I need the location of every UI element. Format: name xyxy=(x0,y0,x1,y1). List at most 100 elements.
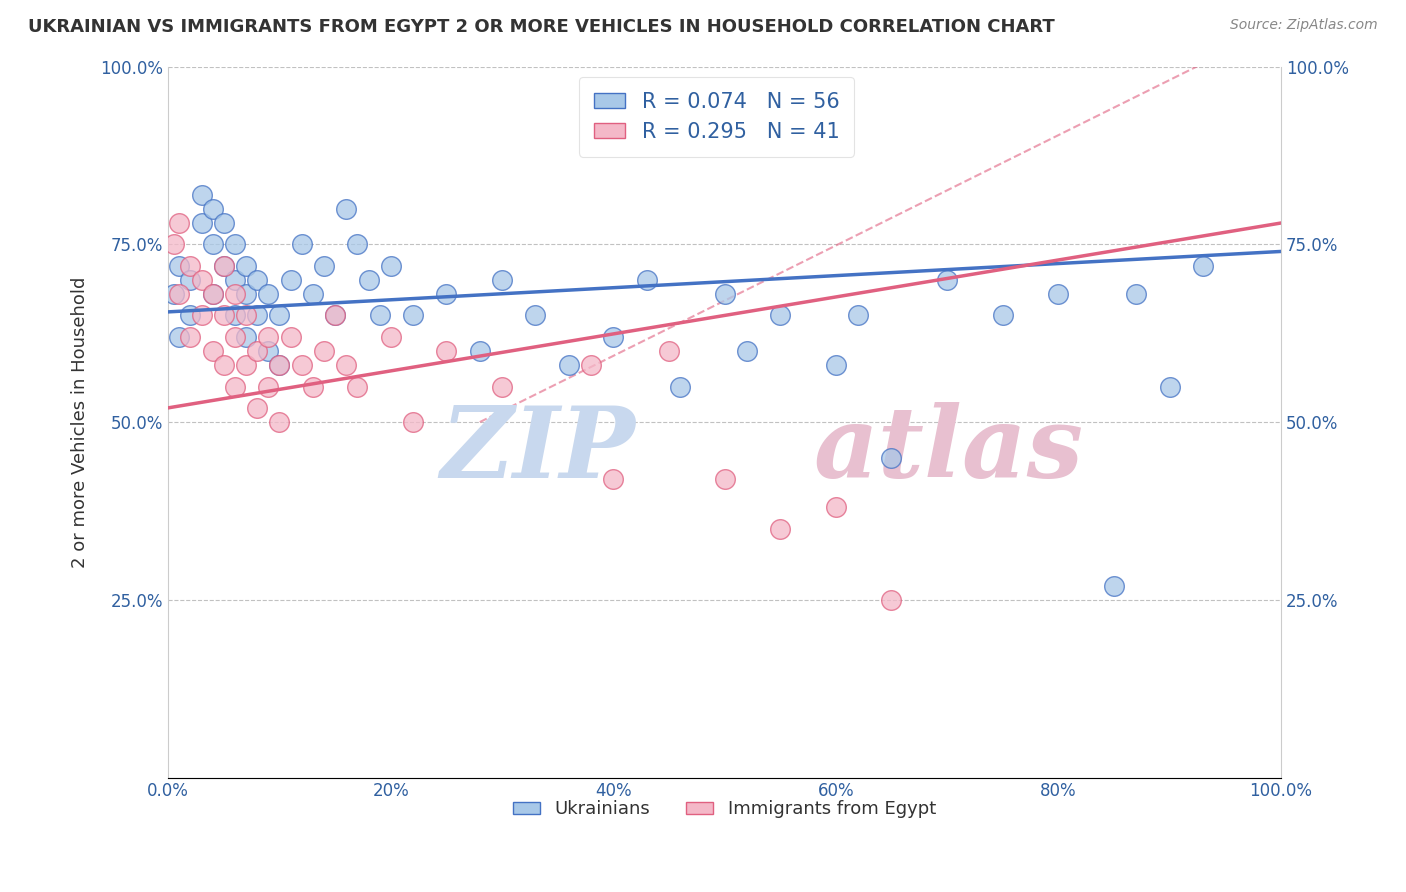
Point xyxy=(558,358,581,372)
Legend: Ukrainians, Immigrants from Egypt: Ukrainians, Immigrants from Egypt xyxy=(506,793,943,825)
Point xyxy=(380,259,402,273)
Point xyxy=(658,343,681,358)
Point xyxy=(346,379,368,393)
Point xyxy=(434,287,457,301)
Point xyxy=(579,358,602,372)
Point xyxy=(246,309,269,323)
Point xyxy=(1102,579,1125,593)
Point xyxy=(735,343,758,358)
Point xyxy=(1159,379,1181,393)
Point xyxy=(163,237,186,252)
Point xyxy=(402,309,425,323)
Point xyxy=(212,309,235,323)
Point xyxy=(280,330,302,344)
Point xyxy=(291,358,314,372)
Point xyxy=(190,187,212,202)
Point xyxy=(235,358,257,372)
Point xyxy=(280,273,302,287)
Point xyxy=(380,330,402,344)
Point xyxy=(212,216,235,230)
Point xyxy=(1047,287,1070,301)
Point xyxy=(201,202,224,216)
Point xyxy=(312,259,335,273)
Point xyxy=(346,237,368,252)
Point xyxy=(179,330,201,344)
Point xyxy=(846,309,869,323)
Y-axis label: 2 or more Vehicles in Household: 2 or more Vehicles in Household xyxy=(72,277,89,568)
Point xyxy=(201,287,224,301)
Point xyxy=(201,343,224,358)
Point xyxy=(491,379,513,393)
Point xyxy=(302,379,325,393)
Point xyxy=(169,330,191,344)
Point xyxy=(212,358,235,372)
Point xyxy=(936,273,959,287)
Point xyxy=(769,522,792,536)
Point xyxy=(269,309,291,323)
Point xyxy=(335,358,357,372)
Point xyxy=(169,287,191,301)
Point xyxy=(269,358,291,372)
Point xyxy=(235,309,257,323)
Point xyxy=(335,202,357,216)
Point xyxy=(201,287,224,301)
Text: ZIP: ZIP xyxy=(440,402,636,499)
Text: Source: ZipAtlas.com: Source: ZipAtlas.com xyxy=(1230,18,1378,32)
Point xyxy=(235,330,257,344)
Point xyxy=(636,273,658,287)
Point xyxy=(357,273,380,287)
Point xyxy=(257,343,280,358)
Point xyxy=(402,415,425,429)
Point xyxy=(880,592,903,607)
Point xyxy=(491,273,513,287)
Point xyxy=(224,309,246,323)
Point xyxy=(212,259,235,273)
Point xyxy=(257,330,280,344)
Point xyxy=(190,216,212,230)
Text: UKRAINIAN VS IMMIGRANTS FROM EGYPT 2 OR MORE VEHICLES IN HOUSEHOLD CORRELATION C: UKRAINIAN VS IMMIGRANTS FROM EGYPT 2 OR … xyxy=(28,18,1054,36)
Point xyxy=(713,287,735,301)
Point xyxy=(291,237,314,252)
Point xyxy=(190,273,212,287)
Point xyxy=(1192,259,1215,273)
Point xyxy=(169,259,191,273)
Point xyxy=(669,379,692,393)
Point xyxy=(713,472,735,486)
Point xyxy=(1125,287,1147,301)
Point xyxy=(257,379,280,393)
Point xyxy=(212,259,235,273)
Point xyxy=(257,287,280,301)
Point xyxy=(224,273,246,287)
Point xyxy=(269,358,291,372)
Point xyxy=(246,401,269,415)
Point xyxy=(880,450,903,465)
Point xyxy=(991,309,1014,323)
Point xyxy=(179,259,201,273)
Text: atlas: atlas xyxy=(814,402,1084,499)
Point xyxy=(468,343,491,358)
Point xyxy=(179,309,201,323)
Point xyxy=(602,330,624,344)
Point xyxy=(224,287,246,301)
Point xyxy=(224,237,246,252)
Point xyxy=(602,472,624,486)
Point xyxy=(323,309,346,323)
Point xyxy=(163,287,186,301)
Point xyxy=(246,343,269,358)
Point xyxy=(235,259,257,273)
Point xyxy=(302,287,325,301)
Point xyxy=(190,309,212,323)
Point xyxy=(769,309,792,323)
Point xyxy=(246,273,269,287)
Point xyxy=(434,343,457,358)
Point xyxy=(169,216,191,230)
Point xyxy=(224,379,246,393)
Point xyxy=(824,358,846,372)
Point xyxy=(824,500,846,515)
Point xyxy=(201,237,224,252)
Point xyxy=(235,287,257,301)
Point xyxy=(368,309,391,323)
Point xyxy=(269,415,291,429)
Point xyxy=(224,330,246,344)
Point xyxy=(179,273,201,287)
